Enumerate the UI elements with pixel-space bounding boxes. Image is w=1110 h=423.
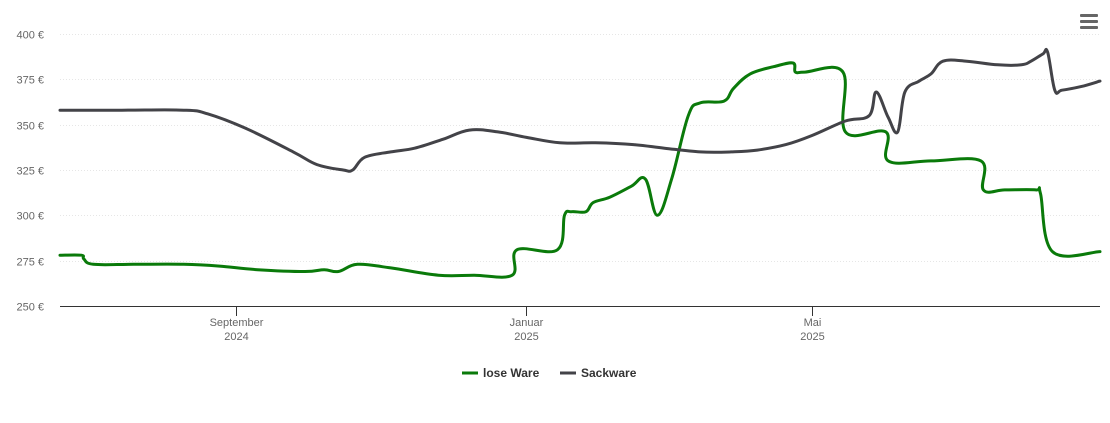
grid-lines: [60, 34, 1100, 262]
y-tick-label: 275 €: [16, 257, 44, 269]
series-line-sackware: [58, 47, 1102, 173]
x-tick-label-year: 2025: [514, 331, 538, 343]
legend-label: Sackware: [581, 366, 637, 380]
y-axis: 250 € 275 € 300 € 325 € 350 € 375 € 400 €: [16, 30, 44, 314]
y-tick-label: 375 €: [16, 75, 44, 87]
x-tick-label-year: 2024: [224, 331, 248, 343]
series-line-lose-ware: [58, 61, 1102, 279]
legend-label: lose Ware: [483, 366, 540, 380]
menu-bar: [1080, 20, 1098, 23]
x-tick-label-month: Mai: [804, 317, 822, 329]
x-axis: September 2024 Januar 2025 Mai 2025: [60, 306, 1100, 343]
y-tick-label: 325 €: [16, 166, 44, 178]
series-lines: [58, 47, 1102, 279]
menu-bar: [1080, 26, 1098, 29]
y-tick-label: 400 €: [16, 30, 44, 42]
menu-bar: [1080, 14, 1098, 17]
y-tick-label: 300 €: [16, 211, 44, 223]
x-tick-label-year: 2025: [800, 331, 824, 343]
x-tick-label-month: Januar: [510, 317, 544, 329]
y-tick-label: 250 €: [16, 302, 44, 314]
x-tick-label-month: September: [210, 317, 264, 329]
legend: lose Ware Sackware: [462, 366, 637, 380]
hamburger-menu-icon[interactable]: [1080, 14, 1098, 30]
y-tick-label: 350 €: [16, 121, 44, 133]
